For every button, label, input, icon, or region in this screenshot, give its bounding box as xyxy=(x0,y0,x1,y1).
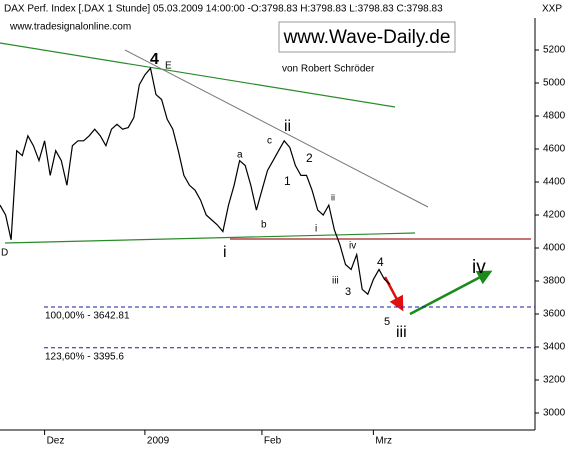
y-tick-label: 5200 xyxy=(543,45,566,56)
wave-label: i xyxy=(223,244,227,261)
y-tick-label: 4800 xyxy=(543,111,566,122)
wave-label: 2 xyxy=(306,151,313,165)
x-tick-label: Mrz xyxy=(375,436,392,447)
level-label: 100,00% - 3642.81 xyxy=(45,311,130,322)
y-tick-label: 4000 xyxy=(543,243,566,254)
y-tick-label: 3800 xyxy=(543,276,566,287)
axis-label: XXP xyxy=(542,4,562,15)
wave-label: iv xyxy=(472,257,486,278)
author: von Robert Schröder xyxy=(282,64,375,75)
y-tick-label: 3600 xyxy=(543,309,566,320)
trend-line xyxy=(0,42,396,108)
x-tick-label: Dez xyxy=(47,436,65,447)
y-tick-label: 4600 xyxy=(543,144,566,155)
y-tick-label: 3400 xyxy=(543,342,566,353)
level-label: 123,60% - 3395.6 xyxy=(45,351,124,362)
wave-label: a xyxy=(237,150,243,161)
chart-title: DAX Perf. Index [.DAX 1 Stunde] 05.03.20… xyxy=(4,4,443,15)
banner-box xyxy=(278,21,456,53)
wave-label: iv xyxy=(349,241,356,252)
y-tick-label: 5000 xyxy=(543,78,566,89)
y-tick-label: 4400 xyxy=(543,177,566,188)
banner: www.Wave-Daily.de xyxy=(283,27,451,48)
wave-label: iii xyxy=(396,324,407,341)
wave-label: i xyxy=(315,224,317,235)
y-tick-label: 4200 xyxy=(543,210,566,221)
wave-label: b xyxy=(261,220,267,231)
wave-label: ii xyxy=(284,118,291,135)
wave-label: D xyxy=(1,248,8,259)
watermark: www.tradesignalonline.com xyxy=(9,22,131,33)
wave-label: 1 xyxy=(284,174,291,188)
price-line xyxy=(0,66,391,296)
trend-line xyxy=(4,232,416,244)
y-tick-label: 3000 xyxy=(543,408,566,419)
wave-label: E xyxy=(165,61,172,72)
x-tick-label: 2009 xyxy=(147,436,170,447)
wave-label: 5 xyxy=(384,316,390,328)
wave-label: iii xyxy=(332,276,339,287)
trend-line xyxy=(124,49,429,208)
y-tick-label: 3200 xyxy=(543,375,566,386)
wave-label: ii xyxy=(331,192,335,202)
wave-label: 3 xyxy=(345,286,351,298)
wave-label: 4 xyxy=(377,255,384,269)
wave-label: c xyxy=(267,136,272,147)
x-tick-label: Feb xyxy=(264,436,282,447)
wave-label: 4 xyxy=(150,51,159,68)
